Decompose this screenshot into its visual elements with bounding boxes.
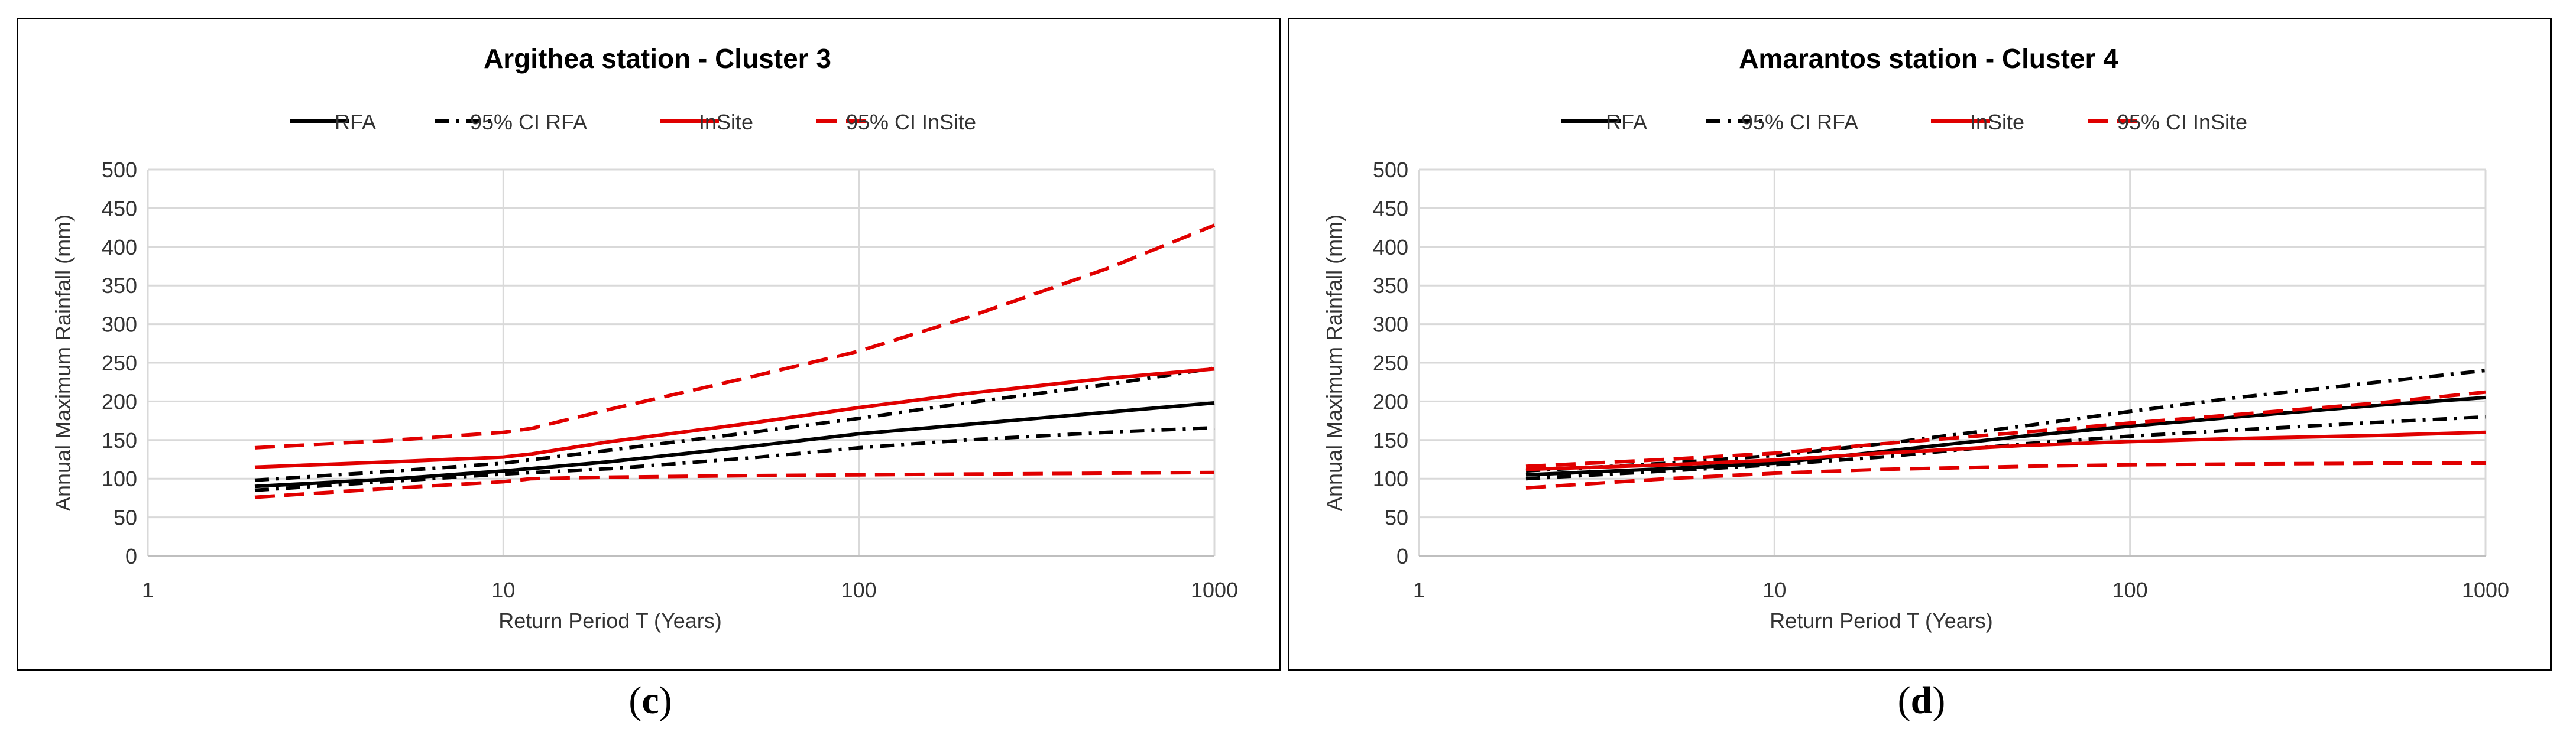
legend-item-0: RFA: [1561, 110, 1647, 134]
caption-d: (d): [1897, 679, 1946, 722]
legend-item-3: 95% CI InSite: [2088, 110, 2247, 134]
x-tick-label: 1000: [1191, 578, 1238, 602]
chart-title: Amarantos station - Cluster 4: [1739, 43, 2118, 74]
y-tick-label: 50: [114, 506, 137, 530]
y-tick-label: 100: [1373, 467, 1408, 491]
legend-label: RFA: [1606, 110, 1647, 134]
x-tick-label: 10: [491, 578, 515, 602]
legend-label: 95% CI RFA: [470, 110, 587, 134]
y-tick-label: 500: [102, 158, 137, 182]
chart-panel-d: Amarantos station - Cluster 4 RFA 95% CI R…: [1288, 18, 2552, 671]
y-tick-label: 350: [1373, 274, 1408, 298]
x-tick-label: 1000: [2462, 578, 2509, 602]
series-line-0: [254, 401, 1215, 489]
y-axis-label: Annual Maximum Rainfall (mm): [1322, 214, 1346, 511]
series-line-3: [1525, 430, 2486, 471]
legend-item-2: InSite: [1931, 110, 2024, 134]
series-line-4: [1525, 390, 2486, 469]
y-tick-label: 50: [1385, 506, 1408, 530]
x-tick-label: 100: [841, 578, 877, 602]
series-line-3: [254, 367, 1215, 469]
y-tick-label: 250: [102, 351, 137, 375]
legend-label: InSite: [1970, 110, 2024, 134]
series-line-2: [1525, 415, 2486, 481]
caption-c: (c): [628, 679, 672, 722]
y-tick-label: 350: [102, 274, 137, 298]
x-axis-label: Return Period T (Years): [1770, 609, 1993, 633]
y-tick-label: 450: [1373, 196, 1408, 220]
y-tick-label: 400: [102, 235, 137, 259]
y-tick-label: 200: [1373, 389, 1408, 414]
x-tick-label: 100: [2112, 578, 2148, 602]
chart-d: Amarantos station - Cluster 4 RFA 95% CI R…: [1322, 43, 2509, 633]
legend-label: InSite: [699, 110, 753, 134]
legend-label: RFA: [335, 110, 376, 134]
y-tick-label: 0: [125, 544, 137, 568]
chart-title: Argithea station - Cluster 3: [484, 43, 831, 74]
y-tick-label: 450: [102, 196, 137, 220]
x-tick-label: 1: [1413, 578, 1425, 602]
series-line-5: [1525, 461, 2486, 490]
series-line-4: [254, 223, 1216, 450]
y-axis-label: Annual Maximum Rainfall (mm): [51, 214, 75, 511]
legend-label: 95% CI InSite: [2117, 110, 2247, 134]
series-line-5: [254, 470, 1215, 499]
y-tick-label: 500: [1373, 158, 1408, 182]
series-line-0: [1525, 395, 2486, 477]
chart-c: Argithea station - Cluster 3 RFA 95% CI RF…: [51, 43, 1238, 633]
legend-label: 95% CI InSite: [846, 110, 976, 134]
legend-item-3: 95% CI InSite: [816, 110, 976, 134]
x-tick-label: 10: [1762, 578, 1786, 602]
legend-item-2: InSite: [660, 110, 753, 134]
y-tick-label: 200: [102, 389, 137, 414]
y-tick-label: 400: [1373, 235, 1408, 259]
series-line-2: [254, 425, 1215, 492]
x-axis-label: Return Period T (Years): [498, 609, 722, 633]
legend-label: 95% CI RFA: [1741, 110, 1858, 134]
y-tick-label: 150: [102, 428, 137, 453]
y-tick-label: 300: [1373, 313, 1408, 337]
y-tick-label: 250: [1373, 351, 1408, 375]
chart-panel-c: Argithea station - Cluster 3 RFA 95% CI RF…: [17, 18, 1281, 671]
y-tick-label: 0: [1396, 544, 1408, 568]
series-line-1: [1525, 369, 2486, 473]
y-tick-label: 300: [102, 313, 137, 337]
x-tick-label: 1: [142, 578, 154, 602]
y-tick-label: 100: [102, 467, 137, 491]
legend-item-1: 95% CI RFA: [435, 110, 587, 134]
legend-item-1: 95% CI RFA: [1706, 110, 1858, 134]
legend-item-0: RFA: [290, 110, 376, 134]
y-tick-label: 150: [1373, 428, 1408, 453]
